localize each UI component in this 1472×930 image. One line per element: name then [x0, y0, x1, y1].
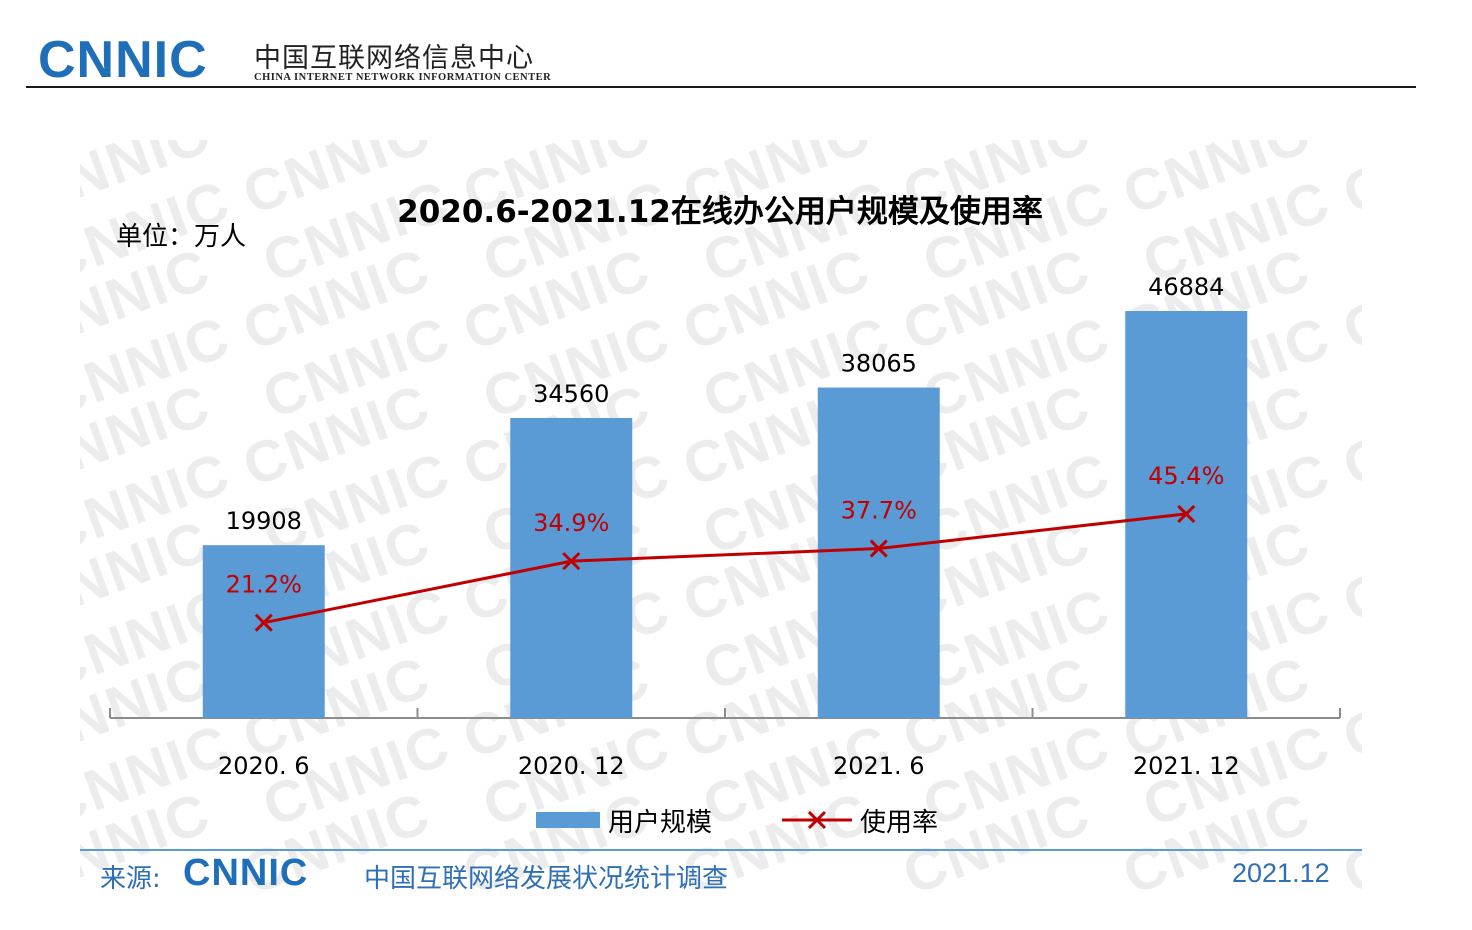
- footer-divider: [80, 849, 1362, 851]
- x-tick-label: 2021. 12: [1133, 752, 1240, 780]
- bar-data-label: 19908: [226, 507, 302, 535]
- footer-source-label: 来源:: [100, 864, 161, 894]
- footer-cnnic-logo: CNNIC: [183, 852, 309, 894]
- rate-marker: [869, 539, 888, 558]
- rate-line: [263, 512, 1187, 625]
- rate-data-label: 21.2%: [226, 571, 302, 599]
- legend-label-rate: 使用率: [860, 807, 939, 838]
- x-tick-label: 2020. 6: [218, 752, 310, 780]
- bar-data-label: 46884: [1148, 273, 1224, 301]
- chart-title: 2020.6-2021.12在线办公用户规模及使用率: [397, 194, 1043, 230]
- org-name-en: CHINA INTERNET NETWORK INFORMATION CENTE…: [254, 72, 552, 83]
- bar-users: [817, 387, 940, 718]
- footer-survey-name: 中国互联网络发展状况统计调查: [364, 864, 729, 894]
- legend-item-rate: 使用率: [782, 800, 938, 840]
- legend-swatch-line: [782, 810, 852, 830]
- rate-marker: [254, 613, 273, 632]
- unit-label: 单位：万人: [116, 222, 247, 252]
- bar-users: [202, 545, 325, 718]
- cnnic-logo: CNNIC: [38, 31, 208, 89]
- bar-data-label: 38065: [841, 350, 917, 378]
- footer-date: 2021.12: [1232, 858, 1330, 888]
- x-tick-label: 2021. 6: [833, 752, 925, 780]
- legend-swatch-bar: [536, 812, 600, 828]
- rate-data-label: 45.4%: [1148, 462, 1224, 490]
- bar-users: [510, 417, 633, 718]
- x-tick-label: 2020. 12: [518, 752, 625, 780]
- header-divider: [26, 86, 1416, 88]
- rate-data-label: 34.9%: [533, 509, 609, 537]
- legend-label-users: 用户规模: [608, 807, 713, 838]
- legend-item-users: 用户规模: [536, 800, 712, 840]
- rate-data-label: 37.7%: [841, 497, 917, 525]
- bar-data-label: 34560: [533, 380, 609, 408]
- org-name-cn: 中国互联网络信息中心: [254, 43, 534, 74]
- rate-marker: [1177, 504, 1196, 523]
- page-header: CNNIC 中国互联网络信息中心 CHINA INTERNET NETWORK …: [26, 28, 1416, 90]
- rate-marker: [562, 552, 581, 571]
